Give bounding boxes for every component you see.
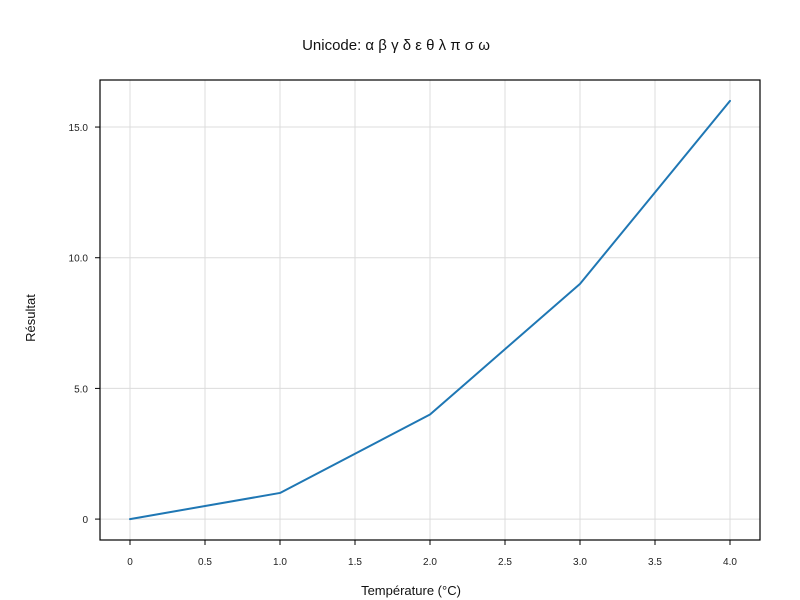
y-tick-label: 0	[82, 515, 88, 526]
y-tick-label: 15.0	[69, 123, 89, 134]
series-line-0	[129, 99, 731, 521]
tick-layer: 0 0.5 1.0 1.5 2.0 2.5 3.0 3.5 4.0 0 5.0 10.0 15.0	[69, 123, 738, 568]
x-tick-label: 3.5	[648, 557, 662, 568]
y-tick-label: 10.0	[69, 254, 89, 265]
x-tick-label: 3.0	[573, 557, 587, 568]
x-tick-label: 1.0	[273, 557, 287, 568]
x-axis-label: Température (°C)	[361, 583, 461, 598]
x-tick-label: 0	[127, 557, 133, 568]
y-tick-label: 5.0	[74, 384, 88, 395]
x-tick-label: 2.0	[423, 557, 437, 568]
x-tick-label: 1.5	[348, 557, 362, 568]
x-tick-label: 0.5	[198, 557, 212, 568]
grid-layer	[100, 80, 760, 540]
series-layer	[129, 99, 731, 521]
x-tick-label: 2.5	[498, 557, 512, 568]
chart-title: Unicode: α β γ δ ε θ λ π σ ω	[302, 37, 490, 54]
y-axis-label: Résultat	[23, 294, 38, 342]
x-tick-label: 4.0	[723, 557, 737, 568]
